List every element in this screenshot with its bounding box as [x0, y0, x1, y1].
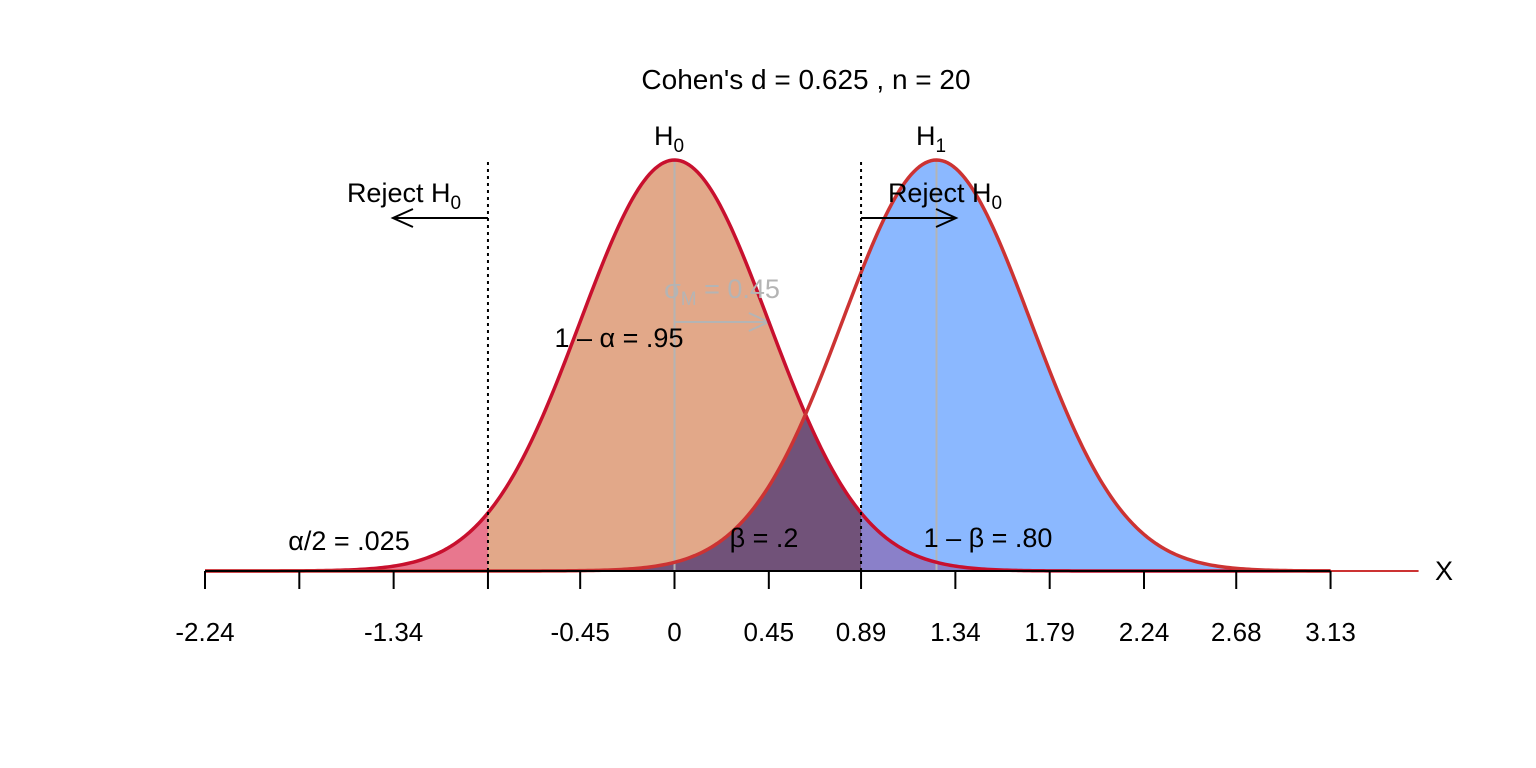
x-tick-label: -0.45	[551, 617, 610, 647]
alpha-half-label: α/2 = .025	[288, 526, 409, 556]
overlap-right-region	[861, 512, 1331, 571]
h1-label: H1	[916, 121, 946, 157]
x-tick-label: 3.13	[1305, 617, 1356, 647]
reject-label-left: Reject H0	[347, 178, 461, 214]
x-tick-label: 0.89	[836, 617, 887, 647]
x-axis-tick-labels: -2.24 -1.34 -0.45 0 0.45 0.89 1.34 1.79 2.24 2.68…	[175, 617, 1355, 647]
alpha-half-left-region	[205, 512, 488, 571]
one-minus-alpha-label: 1 – α = .95	[555, 323, 684, 353]
h0-label: H0	[654, 121, 684, 157]
sigma-label: σM = 0.45	[664, 274, 780, 310]
x-tick-label: 1.79	[1024, 617, 1075, 647]
beta-region	[205, 414, 862, 571]
chart-title: Cohen's d = 0.625 , n = 20	[641, 64, 970, 95]
reject-arrow-right	[861, 208, 959, 228]
x-tick-label: -1.34	[364, 617, 423, 647]
beta-label: β = .2	[730, 523, 799, 553]
x-tick-label: 0	[667, 617, 681, 647]
x-tick-label: 2.24	[1119, 617, 1170, 647]
x-axis-label: X	[1435, 556, 1453, 586]
x-axis-ticks	[204, 571, 1332, 589]
x-tick-label: 0.45	[744, 617, 795, 647]
power-region	[861, 160, 1331, 571]
reject-arrow-left	[390, 208, 488, 228]
power-label: 1 – β = .80	[924, 523, 1053, 553]
x-tick-label: 1.34	[930, 617, 981, 647]
x-tick-label: 2.68	[1211, 617, 1262, 647]
reject-label-right: Reject H0	[888, 178, 1002, 214]
x-tick-label: -2.24	[175, 617, 234, 647]
